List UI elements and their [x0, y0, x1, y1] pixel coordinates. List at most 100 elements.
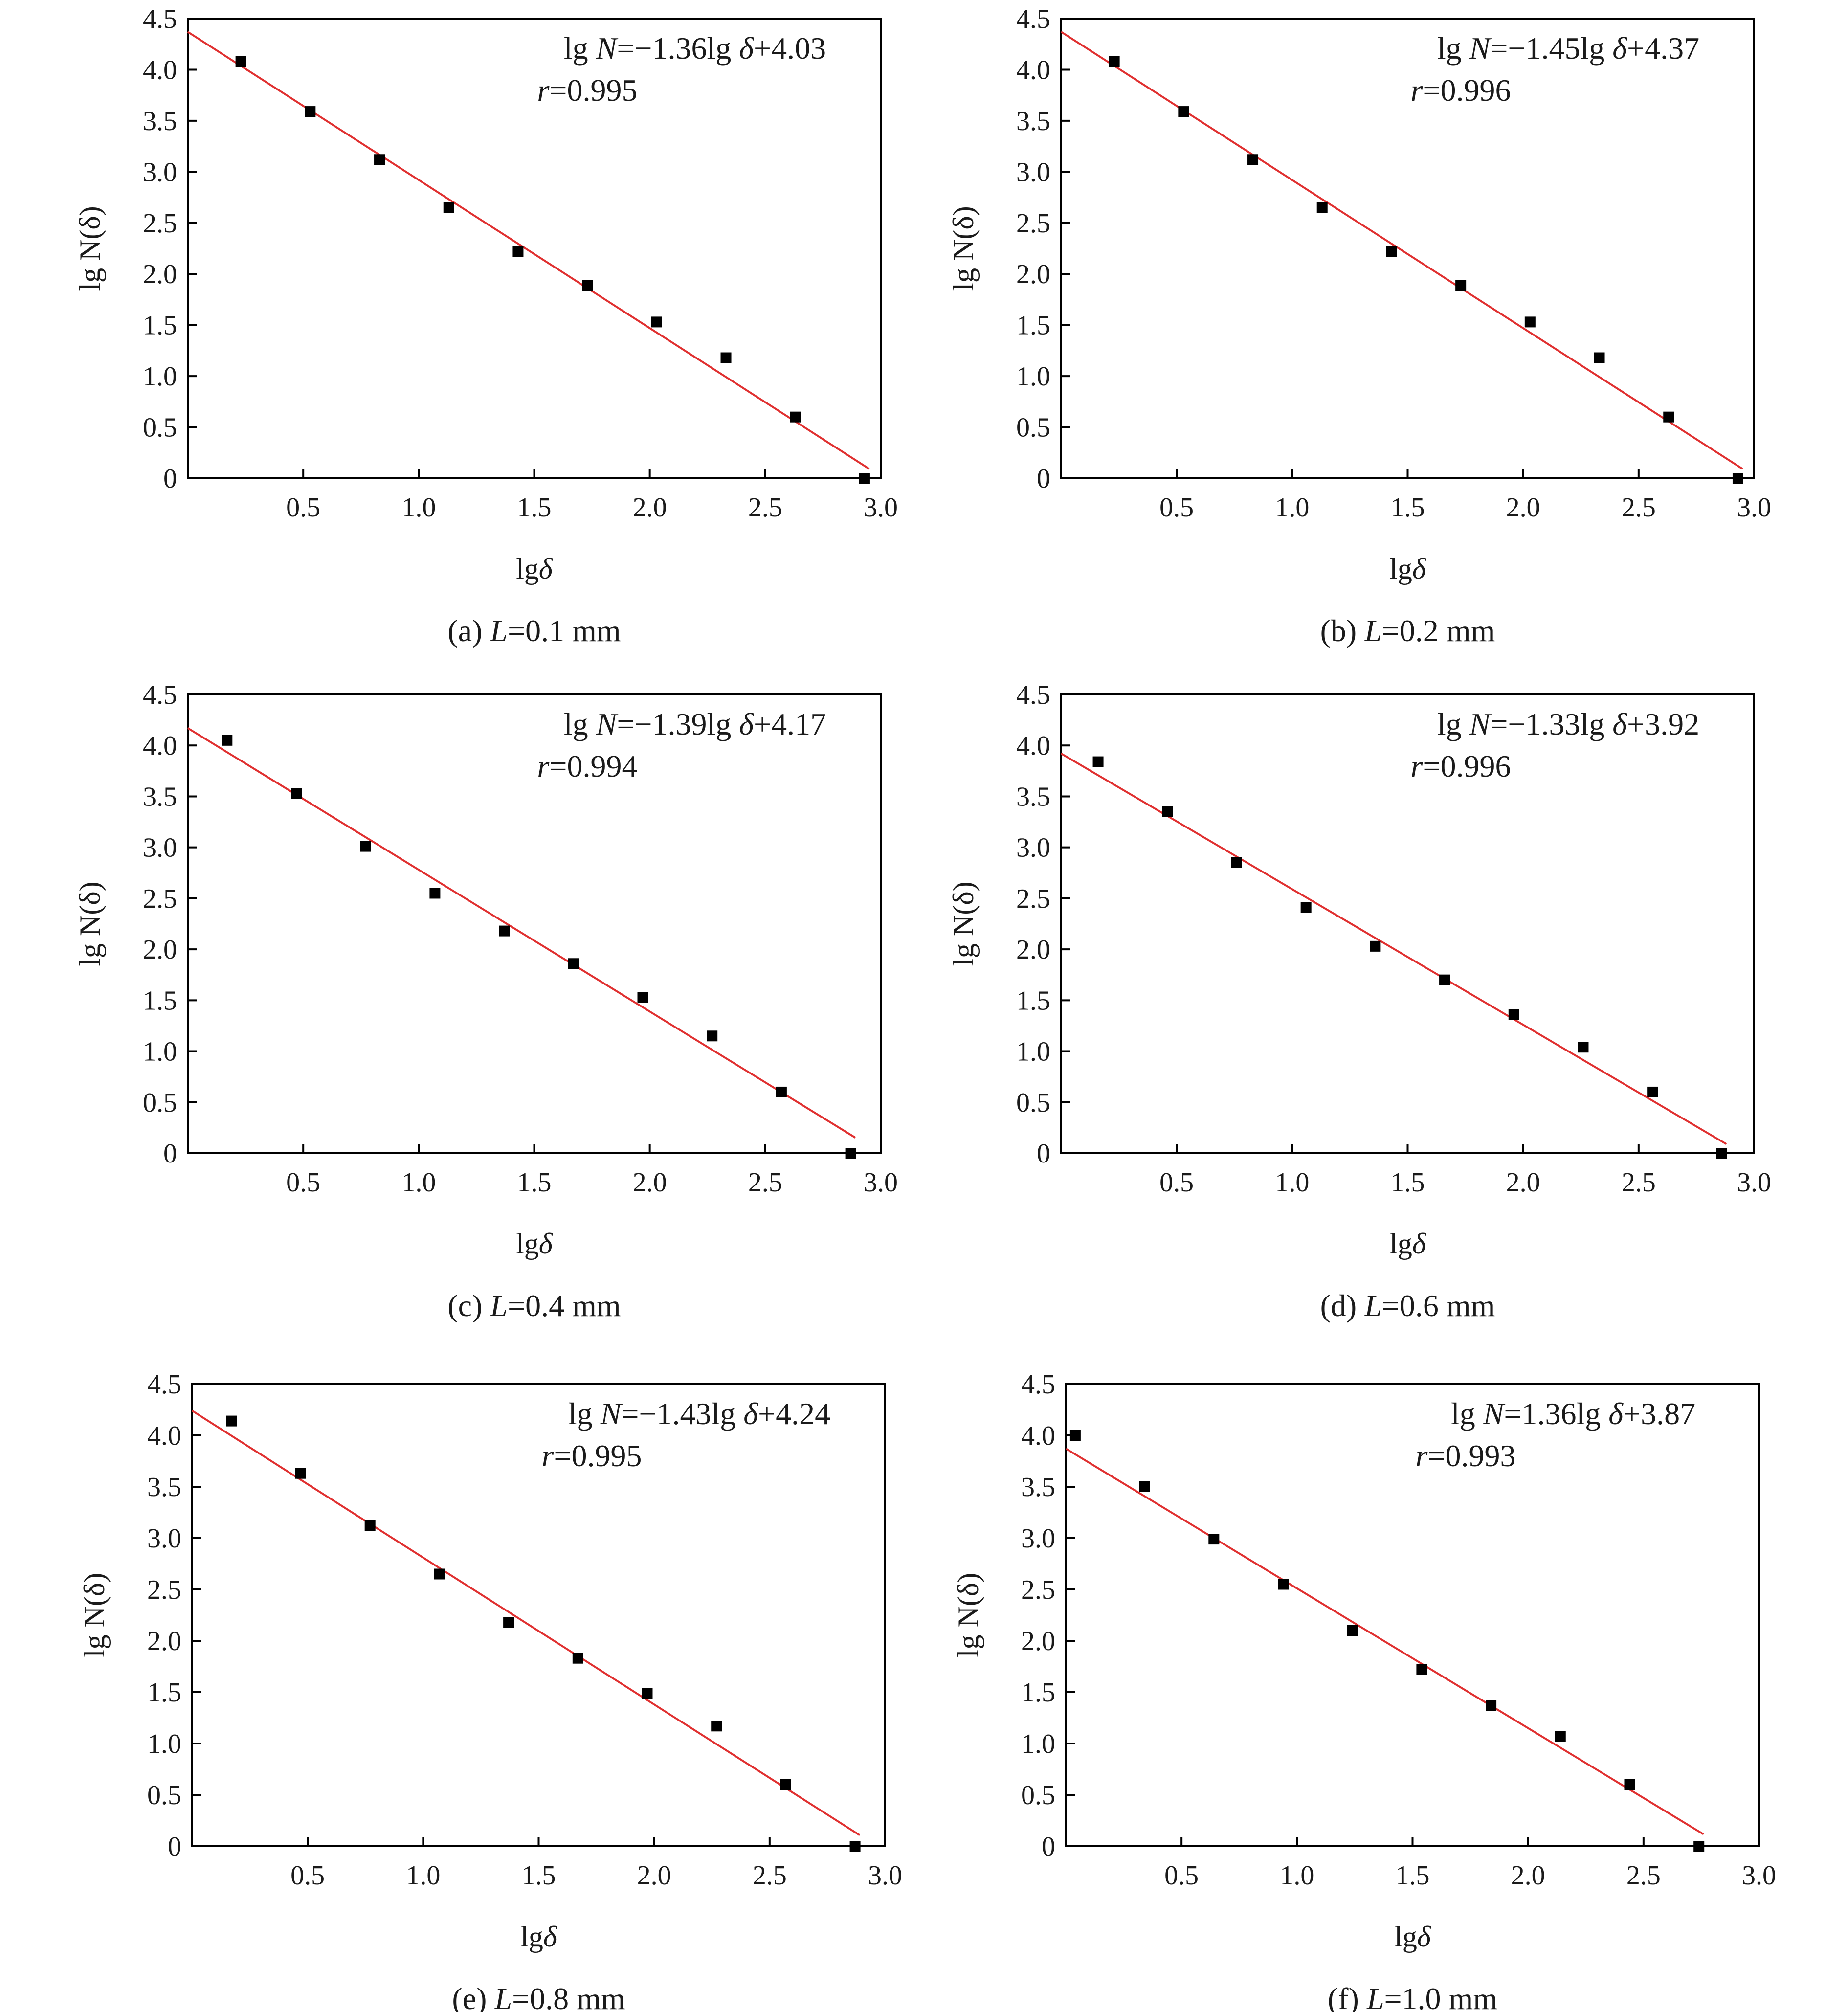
- panel-caption-e: (e) L=0.8 mm: [452, 1981, 625, 2012]
- r-value: =0.994: [549, 749, 637, 783]
- eq-mid: =1.36lg: [1504, 1396, 1608, 1431]
- data-point-b-7: [1524, 316, 1536, 328]
- r-symbol: r: [1411, 749, 1424, 783]
- data-point-c-10: [845, 1148, 856, 1159]
- y-tick-label: 2.5: [147, 1575, 181, 1605]
- xlabel-prefix: lg: [520, 1921, 543, 1953]
- y-tick-label: 0.5: [147, 1780, 181, 1811]
- x-tick-label: 2.0: [1511, 1860, 1545, 1891]
- data-point-e-10: [849, 1841, 861, 1852]
- eq-mid: =−1.45lg: [1490, 31, 1612, 66]
- plot-frame-f: [1065, 1383, 1760, 1847]
- data-point-c-7: [637, 992, 648, 1003]
- correlation-b: r=0.996: [1411, 73, 1511, 108]
- y-tick-label: 3.5: [1016, 106, 1050, 136]
- r-symbol: r: [542, 1438, 555, 1473]
- data-point-d-4: [1300, 902, 1312, 913]
- r-value: =0.996: [1423, 73, 1511, 108]
- eq-end: +4.37: [1627, 31, 1699, 66]
- data-point-f-3: [1208, 1534, 1220, 1545]
- xlabel-var: δ: [539, 553, 553, 585]
- eq-mid: =−1.43lg: [621, 1396, 743, 1431]
- y-tick-label: 3.0: [1016, 833, 1050, 863]
- data-point-f-2: [1139, 1481, 1150, 1492]
- y-tick-label: 0: [163, 464, 177, 494]
- panel-c: 0 0.5 1.0 1.5 2.0 2.5 3.0 3.5 4.0 4.5 0.5 1.0 1.5 2.0…: [74, 680, 898, 1323]
- caption-var: L: [1366, 1981, 1384, 2012]
- data-point-f-7: [1486, 1700, 1497, 1711]
- y-tick-label: 1.0: [147, 1729, 181, 1759]
- correlation-a: r=0.995: [537, 73, 638, 108]
- panel-caption-b: (b) L=0.2 mm: [1320, 613, 1495, 648]
- panel-b: 0 0.5 1.0 1.5 2.0 2.5 3.0 3.5 4.0 4.5 0.5 1.0 1.5 2.0…: [947, 4, 1771, 648]
- r-value: =0.995: [549, 73, 637, 108]
- data-point-c-4: [429, 888, 441, 899]
- plot-frame-e: [191, 1383, 886, 1847]
- fit-line-b: [1060, 31, 1743, 470]
- xlabel-var: δ: [1412, 1228, 1426, 1260]
- eq-delta: δ: [1612, 707, 1627, 741]
- data-point-a-5: [512, 246, 524, 257]
- y-tick-label: 4.5: [1016, 4, 1050, 34]
- data-point-e-7: [642, 1688, 653, 1699]
- data-point-a-1: [235, 56, 246, 67]
- eq-end: +4.17: [754, 707, 826, 741]
- x-tick-label: 2.0: [633, 1167, 667, 1198]
- eq-prefix: lg: [1437, 707, 1469, 741]
- fit-equation-d: lg N=−1.33lg δ+3.92: [1437, 707, 1699, 741]
- y-tick-label: 2.5: [1016, 884, 1050, 914]
- x-axis-label-e: lgδ: [520, 1921, 557, 1953]
- y-tick-label: 0: [1037, 464, 1050, 494]
- data-point-e-5: [503, 1617, 514, 1628]
- y-axis-label-f: lg N(δ): [952, 1573, 984, 1657]
- y-tick-label: 4.0: [1016, 731, 1050, 761]
- y-tick-label: 4.0: [1016, 55, 1050, 85]
- caption-rest: =0.1 mm: [508, 613, 621, 648]
- data-point-b-5: [1386, 246, 1397, 257]
- y-tick-label: 1.5: [1016, 985, 1050, 1016]
- caption-prefix: (b): [1320, 613, 1365, 648]
- x-tick-label: 1.5: [1396, 1860, 1430, 1891]
- y-tick-label: 1.0: [1021, 1729, 1055, 1759]
- data-point-e-9: [780, 1779, 791, 1790]
- caption-rest: =0.6 mm: [1382, 1288, 1495, 1323]
- xlabel-prefix: lg: [516, 1228, 539, 1260]
- y-tick-label: 3.0: [143, 833, 177, 863]
- x-tick-label: 0.5: [1159, 492, 1194, 523]
- data-point-c-8: [707, 1030, 718, 1042]
- caption-prefix: (e): [452, 1981, 494, 2012]
- data-point-c-3: [360, 841, 371, 852]
- panel-d: 0 0.5 1.0 1.5 2.0 2.5 3.0 3.5 4.0 4.5 0.5 1.0 1.5 2.0…: [947, 680, 1771, 1323]
- y-tick-label: 1.0: [1016, 1037, 1050, 1067]
- fit-line-d: [1060, 753, 1727, 1145]
- data-point-b-2: [1178, 106, 1189, 117]
- eq-delta: δ: [743, 1396, 758, 1431]
- data-point-b-4: [1316, 202, 1328, 213]
- eq-delta: δ: [1612, 31, 1627, 66]
- fit-line-f: [1065, 1448, 1704, 1835]
- x-axis-label-c: lgδ: [516, 1228, 553, 1260]
- panel-caption-a: (a) L=0.1 mm: [447, 613, 621, 648]
- data-point-e-2: [295, 1468, 306, 1479]
- y-tick-label: 2.0: [147, 1626, 181, 1656]
- caption-var: L: [490, 1288, 508, 1323]
- y-axis-label-d: lg N(δ): [947, 881, 980, 966]
- y-tick-label: 4.5: [1021, 1369, 1055, 1400]
- r-symbol: r: [1416, 1438, 1428, 1473]
- eq-N: N: [1469, 31, 1492, 66]
- data-point-e-4: [434, 1568, 445, 1580]
- y-tick-label: 4.5: [147, 1369, 181, 1400]
- x-tick-label: 3.0: [1737, 492, 1771, 523]
- y-tick-label: 1.5: [1021, 1677, 1055, 1708]
- xlabel-var: δ: [543, 1921, 557, 1953]
- xlabel-var: δ: [539, 1228, 553, 1260]
- panel-a: 0 0.5 1.0 1.5 2.0 2.5 3.0 3.5 4.0 4.5 0.5 1.0 1.5 2.0…: [74, 4, 898, 648]
- x-tick-label: 0.5: [286, 492, 320, 523]
- y-tick-label: 3.5: [143, 782, 177, 812]
- x-tick-label: 1.5: [522, 1860, 556, 1891]
- x-tick-label: 2.0: [637, 1860, 671, 1891]
- caption-var: L: [490, 613, 508, 648]
- y-tick-label: 3.5: [147, 1472, 181, 1502]
- y-axis-label-c: lg N(δ): [74, 881, 106, 966]
- x-tick-label: 3.0: [864, 492, 898, 523]
